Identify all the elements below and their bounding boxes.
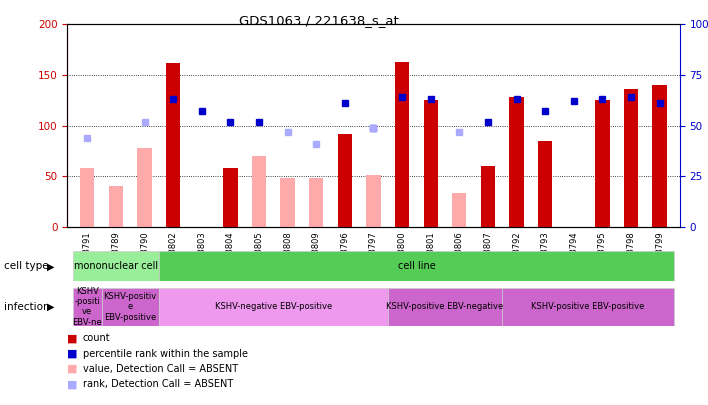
Text: KSHV-positiv
e
EBV-positive: KSHV-positiv e EBV-positive <box>103 292 157 322</box>
Bar <box>137 148 152 227</box>
Bar <box>595 100 610 227</box>
Text: ■: ■ <box>67 364 78 374</box>
Bar <box>423 100 438 227</box>
Bar <box>653 85 667 227</box>
Bar <box>223 168 238 227</box>
Bar <box>509 97 524 227</box>
Bar <box>159 288 388 326</box>
Bar <box>309 178 324 227</box>
Text: ■: ■ <box>67 333 78 343</box>
Bar <box>252 156 266 227</box>
Text: KSHV-negative EBV-positive: KSHV-negative EBV-positive <box>215 302 332 311</box>
Text: ▶: ▶ <box>47 261 55 271</box>
Text: KSHV-positive EBV-positive: KSHV-positive EBV-positive <box>532 302 645 311</box>
Bar <box>452 194 467 227</box>
Bar <box>538 141 552 227</box>
Bar <box>73 288 102 326</box>
Bar <box>481 166 495 227</box>
Bar <box>388 288 502 326</box>
Text: infection: infection <box>4 302 49 312</box>
Bar <box>80 168 94 227</box>
Bar <box>338 134 352 227</box>
Text: ▶: ▶ <box>47 302 55 312</box>
Text: value, Detection Call = ABSENT: value, Detection Call = ABSENT <box>83 364 238 374</box>
Bar <box>159 251 674 281</box>
Text: rank, Detection Call = ABSENT: rank, Detection Call = ABSENT <box>83 379 233 389</box>
Bar <box>366 175 381 227</box>
Text: KSHV-positive EBV-negative: KSHV-positive EBV-negative <box>387 302 503 311</box>
Bar <box>395 62 409 227</box>
Text: mononuclear cell: mononuclear cell <box>74 261 158 271</box>
Text: GDS1063 / 221638_s_at: GDS1063 / 221638_s_at <box>239 14 399 27</box>
Text: percentile rank within the sample: percentile rank within the sample <box>83 349 248 358</box>
Bar <box>166 63 181 227</box>
Text: ■: ■ <box>67 379 78 389</box>
Bar <box>624 89 638 227</box>
Text: count: count <box>83 333 110 343</box>
Bar <box>73 251 159 281</box>
Bar <box>502 288 674 326</box>
Text: ■: ■ <box>67 349 78 358</box>
Bar <box>109 186 123 227</box>
Bar <box>102 288 159 326</box>
Bar <box>280 178 295 227</box>
Text: cell line: cell line <box>397 261 435 271</box>
Text: KSHV
-positi
ve
EBV-ne: KSHV -positi ve EBV-ne <box>72 287 102 327</box>
Text: cell type: cell type <box>4 261 48 271</box>
